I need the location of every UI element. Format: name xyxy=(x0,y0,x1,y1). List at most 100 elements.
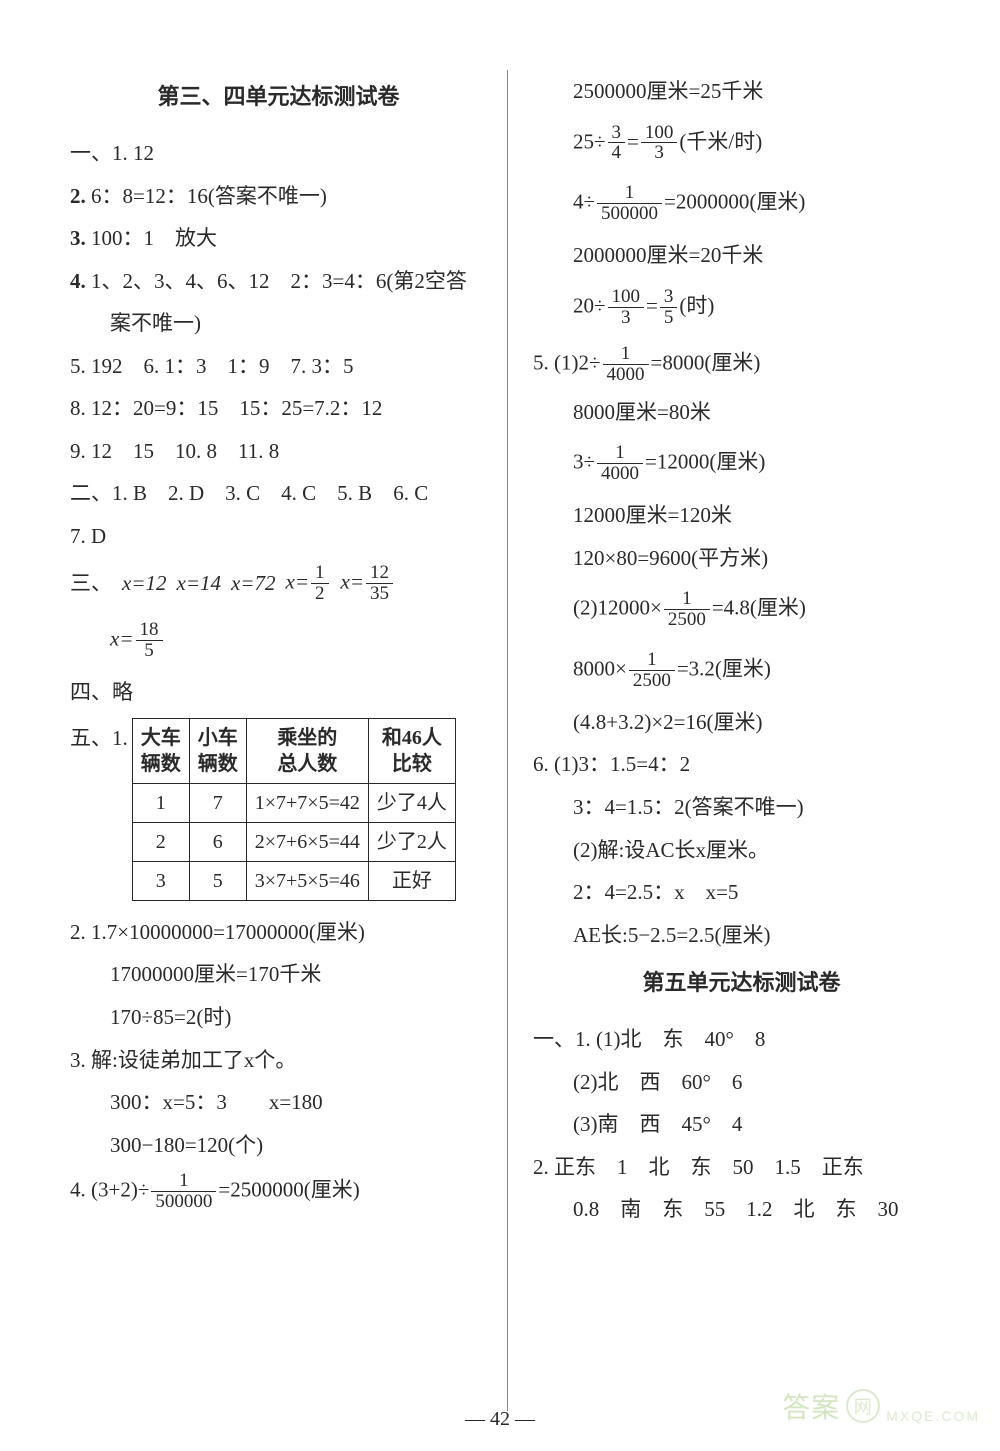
h3b: 总人数 xyxy=(277,753,337,775)
r11: (2)12000×12500=4.8(厘米) xyxy=(533,589,950,630)
frac-1-500000b: 1500000 xyxy=(597,183,662,224)
q1-4-num: 4. xyxy=(70,269,86,293)
r3-post: =2000000(厘米) xyxy=(664,190,805,214)
q1-9: 9. 12 15 10. 8 11. 8 xyxy=(70,435,487,468)
sec3-x5-pre: x= xyxy=(341,569,365,593)
u5-2: (2)北 西 60° 6 xyxy=(533,1066,950,1099)
r6fn: 1 xyxy=(603,344,649,365)
r10: 120×80=9600(平方米) xyxy=(533,542,950,575)
r13: (4.8+3.2)×2=16(厘米) xyxy=(533,706,950,739)
unit-title-left: 第三、四单元达标测试卷 xyxy=(70,80,487,114)
cell: 6 xyxy=(189,822,246,861)
r8-pre: 3÷ xyxy=(573,449,595,473)
sec4: 四、略 xyxy=(70,676,487,709)
r2f1d: 4 xyxy=(608,143,626,163)
frac-3-4: 34 xyxy=(608,123,626,164)
r4: 2000000厘米=20千米 xyxy=(533,239,950,272)
sec3-line1: 三、 x=12 x=14 x=72 x=12 x=1235 xyxy=(70,563,487,604)
cell: 1×7+7×5=42 xyxy=(246,783,368,822)
r12fd: 2500 xyxy=(629,671,675,691)
q5-3c: 300−180=120(个) xyxy=(70,1129,487,1162)
table-header-row: 大车辆数 小车辆数 乘坐的总人数 和46人比较 xyxy=(132,718,455,783)
watermark-sub: MXQE.COM xyxy=(886,1408,980,1424)
fraction-1-500000: 1500000 xyxy=(151,1171,216,1212)
cell: 2 xyxy=(132,822,189,861)
cell: 1 xyxy=(132,783,189,822)
f4-den: 2 xyxy=(311,584,329,604)
r5: 20÷1003=35(时) xyxy=(533,287,950,328)
r2-post: (千米/时) xyxy=(679,129,762,153)
watermark: 答案 网 MXQE.COM xyxy=(782,1386,980,1426)
r12-post: =3.2(厘米) xyxy=(677,656,771,680)
r11fd: 2500 xyxy=(664,610,710,630)
frac-1-2500b: 12500 xyxy=(629,650,675,691)
q5-3a: 3. 解:设徒弟加工了x个。 xyxy=(70,1044,487,1077)
cell: 3×7+5×5=46 xyxy=(246,861,368,900)
q1-1-ans: 12 xyxy=(133,141,154,165)
r8: 3÷14000=12000(厘米) xyxy=(533,443,950,484)
watermark-main: 答案 xyxy=(782,1386,840,1426)
r17: 2：4=2.5：x x=5 xyxy=(533,876,950,909)
q5-4-post: =2500000(厘米) xyxy=(218,1177,359,1201)
frac-1-4000b: 14000 xyxy=(597,443,643,484)
cell: 少了4人 xyxy=(368,783,455,822)
sec3-x3: x=72 xyxy=(231,567,276,600)
q1-8: 8. 12：20=9：15 15：25=7.2：12 xyxy=(70,392,487,425)
cell: 5 xyxy=(189,861,246,900)
cell: 7 xyxy=(189,783,246,822)
r18: AE长:5−2.5=2.5(厘米) xyxy=(533,919,950,952)
r11-post: =4.8(厘米) xyxy=(712,595,806,619)
f5-num: 12 xyxy=(366,563,393,584)
r16: (2)解:设AC长x厘米。 xyxy=(533,834,950,867)
f6-den: 5 xyxy=(136,641,163,661)
frac-100-3b: 1003 xyxy=(608,287,645,328)
f4-num: 1 xyxy=(311,563,329,584)
th-2: 小车辆数 xyxy=(189,718,246,783)
fraction-18-5: 185 xyxy=(136,620,163,661)
left-column: 第三、四单元达标测试卷 一、1. 12 2. 6：8=12：16(答案不唯一) … xyxy=(70,70,508,1411)
r3fd: 500000 xyxy=(597,204,662,224)
sec1-label: 一、1. xyxy=(70,141,128,165)
h1b: 辆数 xyxy=(141,753,181,775)
frac-1-2500: 12500 xyxy=(664,589,710,630)
r2: 25÷34=1003(千米/时) xyxy=(533,123,950,164)
q5-4: 4. (3+2)÷1500000=2500000(厘米) xyxy=(70,1171,487,1212)
r5f2d: 5 xyxy=(660,308,678,328)
r3: 4÷1500000=2000000(厘米) xyxy=(533,183,950,224)
right-column: 2500000厘米=25千米 25÷34=1003(千米/时) 4÷150000… xyxy=(508,70,950,1411)
sec3-x2: x=14 xyxy=(177,567,222,600)
watermark-circle-icon: 网 xyxy=(846,1389,880,1423)
sec3-x4-pre: x= xyxy=(286,569,310,593)
q1-1: 一、1. 12 xyxy=(70,137,487,170)
u5-1: 一、1. (1)北 东 40° 8 xyxy=(533,1023,950,1056)
u5-3: (3)南 西 45° 4 xyxy=(533,1108,950,1141)
q1-3: 3. 100：1 放大 xyxy=(70,222,487,255)
sec2-7: 7. D xyxy=(70,520,487,553)
frac-100-3: 1003 xyxy=(641,123,678,164)
q1-2-num: 2. xyxy=(70,184,86,208)
th-4: 和46人比较 xyxy=(368,718,455,783)
r6-pre: 5. (1)2÷ xyxy=(533,350,601,374)
u5-5: 0.8 南 东 55 1.2 北 东 30 xyxy=(533,1193,950,1226)
r12-pre: 8000× xyxy=(573,656,627,680)
cell: 少了2人 xyxy=(368,822,455,861)
q5-4-pre: 4. (3+2)÷ xyxy=(70,1177,149,1201)
q1-4b: 案不唯一) xyxy=(70,307,487,340)
r8fn: 1 xyxy=(597,443,643,464)
bus-table: 大车辆数 小车辆数 乘坐的总人数 和46人比较 1 7 1×7+7×5=42 少… xyxy=(132,718,456,901)
h3a: 乘坐的 xyxy=(277,727,337,749)
sec3-x4: x=12 xyxy=(286,563,331,604)
r6: 5. (1)2÷14000=8000(厘米) xyxy=(533,344,950,385)
q5-4-fnum: 1 xyxy=(151,1171,216,1192)
sec5-label: 五、1. xyxy=(70,714,128,755)
q5-2c: 170÷85=2(时) xyxy=(70,1001,487,1034)
q1-5: 5. 192 6. 1：3 1：9 7. 3：5 xyxy=(70,350,487,383)
r6-post: =8000(厘米) xyxy=(651,350,761,374)
cell: 正好 xyxy=(368,861,455,900)
sec2: 二、1. B 2. D 3. C 4. C 5. B 6. C xyxy=(70,477,487,510)
cell: 3 xyxy=(132,861,189,900)
r5-post: (时) xyxy=(679,293,714,317)
f6-num: 18 xyxy=(136,620,163,641)
q1-4a-text: 1、2、3、4、6、12 2：3=4：6(第2空答 xyxy=(91,269,467,293)
r14: 6. (1)3：1.5=4：2 xyxy=(533,748,950,781)
